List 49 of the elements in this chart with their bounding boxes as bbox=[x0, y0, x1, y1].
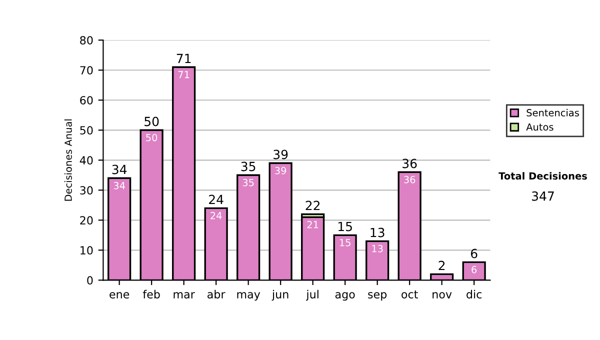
total-label: 15 bbox=[338, 222, 352, 232]
x-tick-label: mar bbox=[174, 292, 195, 298]
y-tick-label: 0 bbox=[87, 276, 93, 285]
y-tick-label: 30 bbox=[80, 186, 93, 195]
data-label: 34 bbox=[114, 182, 125, 190]
total-label: 13 bbox=[370, 228, 384, 238]
y-tick-label: 10 bbox=[80, 246, 93, 255]
data-label: 15 bbox=[340, 239, 350, 246]
x-tick-label: nov bbox=[432, 292, 452, 298]
data-label: 35 bbox=[242, 178, 254, 186]
data-label: 24 bbox=[210, 212, 222, 220]
total-label: 6 bbox=[470, 248, 478, 258]
y-tick-label: 60 bbox=[80, 96, 93, 105]
legend-label: Sentencias bbox=[526, 108, 579, 116]
total-label: 35 bbox=[241, 162, 256, 172]
x-tick-label: ene bbox=[110, 292, 130, 298]
y-tick-label: 80 bbox=[80, 36, 93, 44]
data-label: 71 bbox=[178, 71, 190, 78]
data-label: 36 bbox=[404, 176, 416, 184]
total-label: 2 bbox=[438, 260, 445, 270]
y-tick-label: 40 bbox=[80, 156, 93, 165]
x-tick-label: may bbox=[237, 292, 260, 301]
total-label: 39 bbox=[274, 150, 288, 160]
data-label: 6 bbox=[472, 266, 477, 274]
total-label: 36 bbox=[402, 158, 417, 168]
total-label: 71 bbox=[176, 54, 191, 64]
text: 347 bbox=[532, 191, 554, 201]
y-tick-label: 20 bbox=[80, 216, 93, 225]
x-tick-label: sep bbox=[368, 292, 387, 301]
text: Total Decisiones bbox=[498, 172, 587, 180]
x-tick-label: feb bbox=[142, 290, 160, 298]
y-tick-label: 50 bbox=[80, 126, 93, 135]
x-tick-label: abr bbox=[208, 290, 226, 298]
total-label: 34 bbox=[112, 164, 127, 174]
data-label: 50 bbox=[146, 134, 158, 142]
x-tick-label: jul bbox=[306, 290, 318, 301]
legend-label: Autos bbox=[526, 123, 554, 131]
x-tick-label: ago bbox=[335, 292, 355, 301]
x-tick-label: dic bbox=[466, 290, 482, 298]
y-axis-title: Decisiones Anual bbox=[64, 119, 72, 201]
data-label: 21 bbox=[307, 220, 318, 228]
total-label: 24 bbox=[209, 194, 224, 204]
total-label: 22 bbox=[306, 200, 320, 210]
total-label: 50 bbox=[144, 116, 159, 126]
x-tick-label: jun bbox=[272, 290, 288, 301]
data-label: 39 bbox=[275, 166, 286, 174]
y-tick-label: 70 bbox=[80, 66, 93, 75]
x-tick-label: oct bbox=[402, 290, 418, 298]
data-label: 13 bbox=[372, 244, 383, 252]
